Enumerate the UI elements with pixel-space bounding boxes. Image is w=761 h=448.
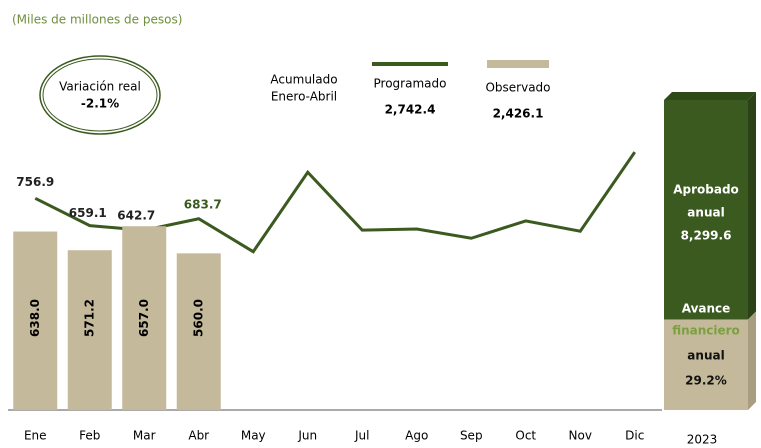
- variation-value: -2.1%: [81, 97, 119, 111]
- x-tick-label: Sep: [460, 429, 483, 443]
- variation-label: Variación real: [59, 80, 141, 94]
- bar-label: 638.0: [28, 299, 42, 337]
- bar: [13, 231, 58, 410]
- bar: [122, 226, 167, 410]
- annual-label: anual: [687, 206, 724, 220]
- x-tick-label: May: [241, 429, 266, 443]
- x-tick-label: Jul: [354, 429, 369, 443]
- line-label: 642.7: [117, 209, 155, 223]
- legend-label: Observado: [485, 81, 550, 95]
- legend-label: Programado: [374, 77, 447, 91]
- annual-label: Aprobado: [673, 183, 739, 197]
- annual-progress: [664, 319, 748, 410]
- x-tick-label: Dic: [625, 429, 644, 443]
- annual-category: 2023: [687, 433, 718, 447]
- progress-value: 29.2%: [685, 374, 727, 388]
- bar: [67, 250, 112, 410]
- x-tick-label: Nov: [569, 429, 592, 443]
- variation-ring: [39, 55, 161, 135]
- bar-label: 571.2: [82, 299, 96, 337]
- line-label: 756.9: [16, 175, 54, 189]
- progress-label: anual: [687, 349, 724, 363]
- annual-side: [748, 92, 756, 320]
- x-tick-label: Oct: [515, 429, 536, 443]
- annual-approved: [664, 100, 748, 320]
- x-tick-label: Ago: [405, 429, 428, 443]
- annual-top: [664, 92, 756, 100]
- legend-total: 2,426.1: [493, 107, 544, 121]
- line-label: 683.7: [184, 197, 222, 211]
- x-tick-label: Feb: [79, 429, 100, 443]
- annual-side: [748, 311, 756, 410]
- annual-value: 8,299.6: [681, 229, 732, 243]
- legend-title: Enero-Abril: [271, 90, 337, 104]
- legend-swatch: [487, 60, 549, 68]
- line-label: 659.1: [69, 206, 107, 220]
- bar-label: 560.0: [191, 299, 205, 337]
- x-tick-label: Jun: [297, 429, 317, 443]
- x-tick-label: Ene: [24, 429, 47, 443]
- x-tick-label: Mar: [133, 429, 156, 443]
- legend-total: 2,742.4: [385, 103, 436, 117]
- progress-label: financiero: [672, 324, 740, 338]
- subtitle: (Miles de millones de pesos): [12, 13, 182, 27]
- x-tick-label: Abr: [188, 429, 209, 443]
- legend-title: Acumulado: [270, 73, 337, 87]
- progress-label: Avance: [682, 302, 731, 316]
- bar-label: 657.0: [137, 299, 151, 337]
- bar: [176, 253, 221, 410]
- variation-ring-inner: [42, 58, 158, 132]
